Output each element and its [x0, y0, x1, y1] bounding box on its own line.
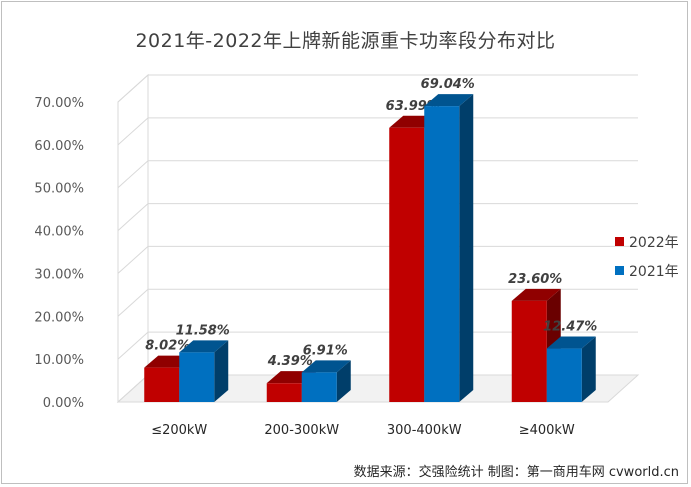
- y-tick-label: 20.00%: [34, 310, 84, 325]
- bar: [424, 106, 460, 402]
- legend-label: 2022年: [629, 235, 679, 251]
- legend-label: 2021年: [629, 264, 679, 280]
- bar: [546, 348, 582, 402]
- bar-top: [301, 360, 351, 373]
- bar: [179, 352, 215, 402]
- gridline: [117, 117, 638, 146]
- data-label: 6.91%: [303, 343, 348, 358]
- bar-top: [424, 94, 474, 107]
- bar-side: [581, 336, 596, 402]
- bar: [511, 300, 547, 402]
- gridline: [117, 203, 638, 231]
- x-tick-label: ≥400kW: [519, 423, 575, 438]
- x-tick-label: 200-300kW: [264, 423, 339, 438]
- y-tick-label: 30.00%: [34, 267, 84, 282]
- legend-swatch: [615, 237, 624, 246]
- data-label: 69.04%: [421, 77, 475, 92]
- source-note: 数据来源：交强险统计 制图：第一商用车网 cvworld.cn: [353, 465, 679, 480]
- y-tick-label: 0.00%: [43, 396, 84, 411]
- legend-swatch: [615, 266, 624, 275]
- data-label: 8.02%: [145, 339, 190, 354]
- data-label: 23.60%: [508, 272, 562, 287]
- gridline: [117, 160, 638, 189]
- bar: [144, 367, 180, 402]
- bar: [389, 127, 425, 402]
- gridline: [117, 331, 638, 360]
- bar-top: [511, 288, 561, 301]
- bar-top: [546, 336, 596, 349]
- side-wall: [117, 73, 149, 404]
- y-tick-label: 50.00%: [34, 182, 84, 197]
- gridline: [117, 288, 638, 317]
- gridline: [117, 74, 638, 103]
- bar: [266, 383, 302, 402]
- data-label: 4.39%: [267, 354, 313, 369]
- y-tick-label: 40.00%: [34, 225, 84, 240]
- bar: [301, 372, 337, 402]
- y-tick-label: 70.00%: [34, 96, 84, 111]
- x-tick-label: ≤200kW: [151, 423, 207, 438]
- bar-side: [214, 340, 229, 402]
- y-tick-label: 10.00%: [34, 353, 84, 368]
- bar-side: [459, 94, 474, 402]
- y-tick-label: 60.00%: [34, 139, 84, 154]
- gridline: [117, 245, 638, 274]
- data-label: 12.47%: [543, 320, 597, 335]
- data-label: 11.58%: [176, 323, 230, 338]
- bar-top: [179, 340, 229, 353]
- bar-side: [336, 360, 351, 402]
- chart-title: 2021年-2022年上牌新能源重卡功率段分布对比: [135, 30, 556, 52]
- x-tick-label: 300-400kW: [387, 423, 462, 438]
